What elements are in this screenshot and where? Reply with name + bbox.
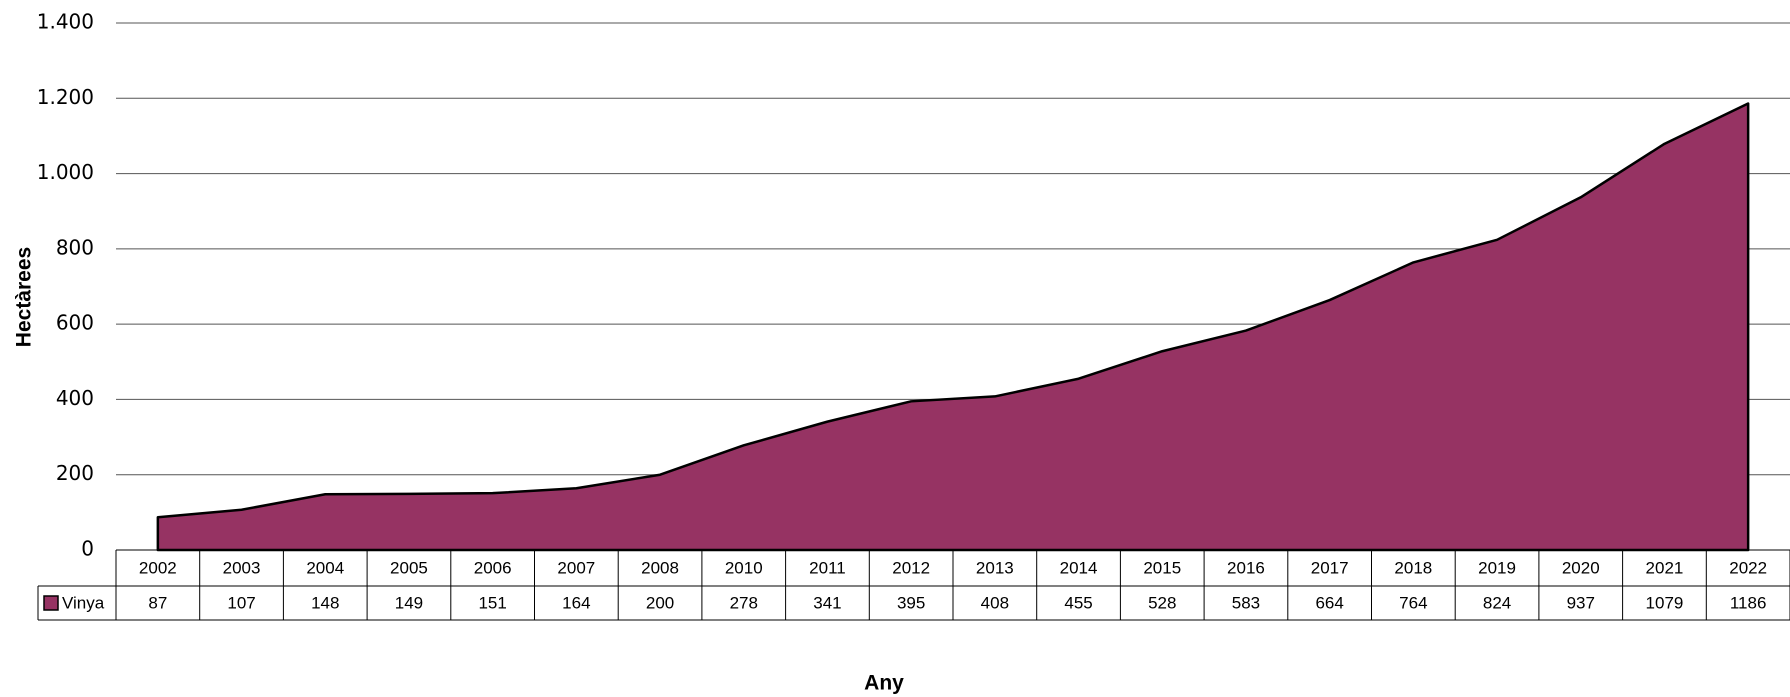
table-value: 764 <box>1399 593 1427 612</box>
x-tick-label: 2018 <box>1394 558 1432 577</box>
x-tick-label: 2012 <box>892 558 930 577</box>
x-axis-label: Any <box>864 672 904 695</box>
x-tick-label: 2003 <box>223 558 261 577</box>
table-value: 151 <box>478 593 506 612</box>
table-value: 824 <box>1483 593 1511 612</box>
table-value: 341 <box>813 593 841 612</box>
table-value: 937 <box>1567 593 1595 612</box>
x-tick-label: 2005 <box>390 558 428 577</box>
table-value: 278 <box>730 593 758 612</box>
x-tick-label: 2010 <box>725 558 763 577</box>
table-value: 200 <box>646 593 674 612</box>
table-value: 408 <box>981 593 1009 612</box>
y-tick-label: 400 <box>56 386 94 410</box>
x-tick-label: 2007 <box>557 558 595 577</box>
x-tick-label: 2011 <box>809 558 846 577</box>
legend-swatch <box>43 595 59 611</box>
y-tick-label: 0 <box>81 537 94 561</box>
x-tick-label: 2022 <box>1729 558 1767 577</box>
y-tick-label: 1.400 <box>37 10 94 34</box>
table-value: 528 <box>1148 593 1176 612</box>
x-tick-label: 2014 <box>1060 558 1098 577</box>
x-tick-label: 2017 <box>1311 558 1349 577</box>
y-tick-label: 200 <box>56 461 94 485</box>
x-tick-label: 2016 <box>1227 558 1265 577</box>
x-tick-label: 2013 <box>976 558 1014 577</box>
table-value: 107 <box>227 593 255 612</box>
x-tick-label: 2020 <box>1562 558 1600 577</box>
y-tick-label: 800 <box>56 235 94 259</box>
y-axis-label: Hectàrees <box>13 247 36 347</box>
table-value: 87 <box>148 593 167 612</box>
x-tick-label: 2019 <box>1478 558 1516 577</box>
legend-label: Vinya <box>62 593 105 612</box>
x-tick-label: 2021 <box>1646 558 1684 577</box>
x-tick-label: 2006 <box>474 558 512 577</box>
table-value: 455 <box>1064 593 1092 612</box>
table-value: 148 <box>311 593 339 612</box>
table-value: 164 <box>562 593 590 612</box>
table-value: 664 <box>1315 593 1343 612</box>
x-tick-label: 2002 <box>139 558 177 577</box>
table-value: 1079 <box>1646 593 1684 612</box>
table-value: 583 <box>1232 593 1260 612</box>
y-tick-label: 1.200 <box>37 85 94 109</box>
x-tick-label: 2015 <box>1143 558 1181 577</box>
x-tick-label: 2008 <box>641 558 679 577</box>
x-tick-label: 2004 <box>306 558 344 577</box>
area <box>156 102 1750 552</box>
table-value: 149 <box>395 593 423 612</box>
y-tick-label: 600 <box>56 311 94 335</box>
y-tick-label: 1.000 <box>37 160 94 184</box>
table-value: 395 <box>897 593 925 612</box>
table-value: 1186 <box>1730 593 1767 612</box>
